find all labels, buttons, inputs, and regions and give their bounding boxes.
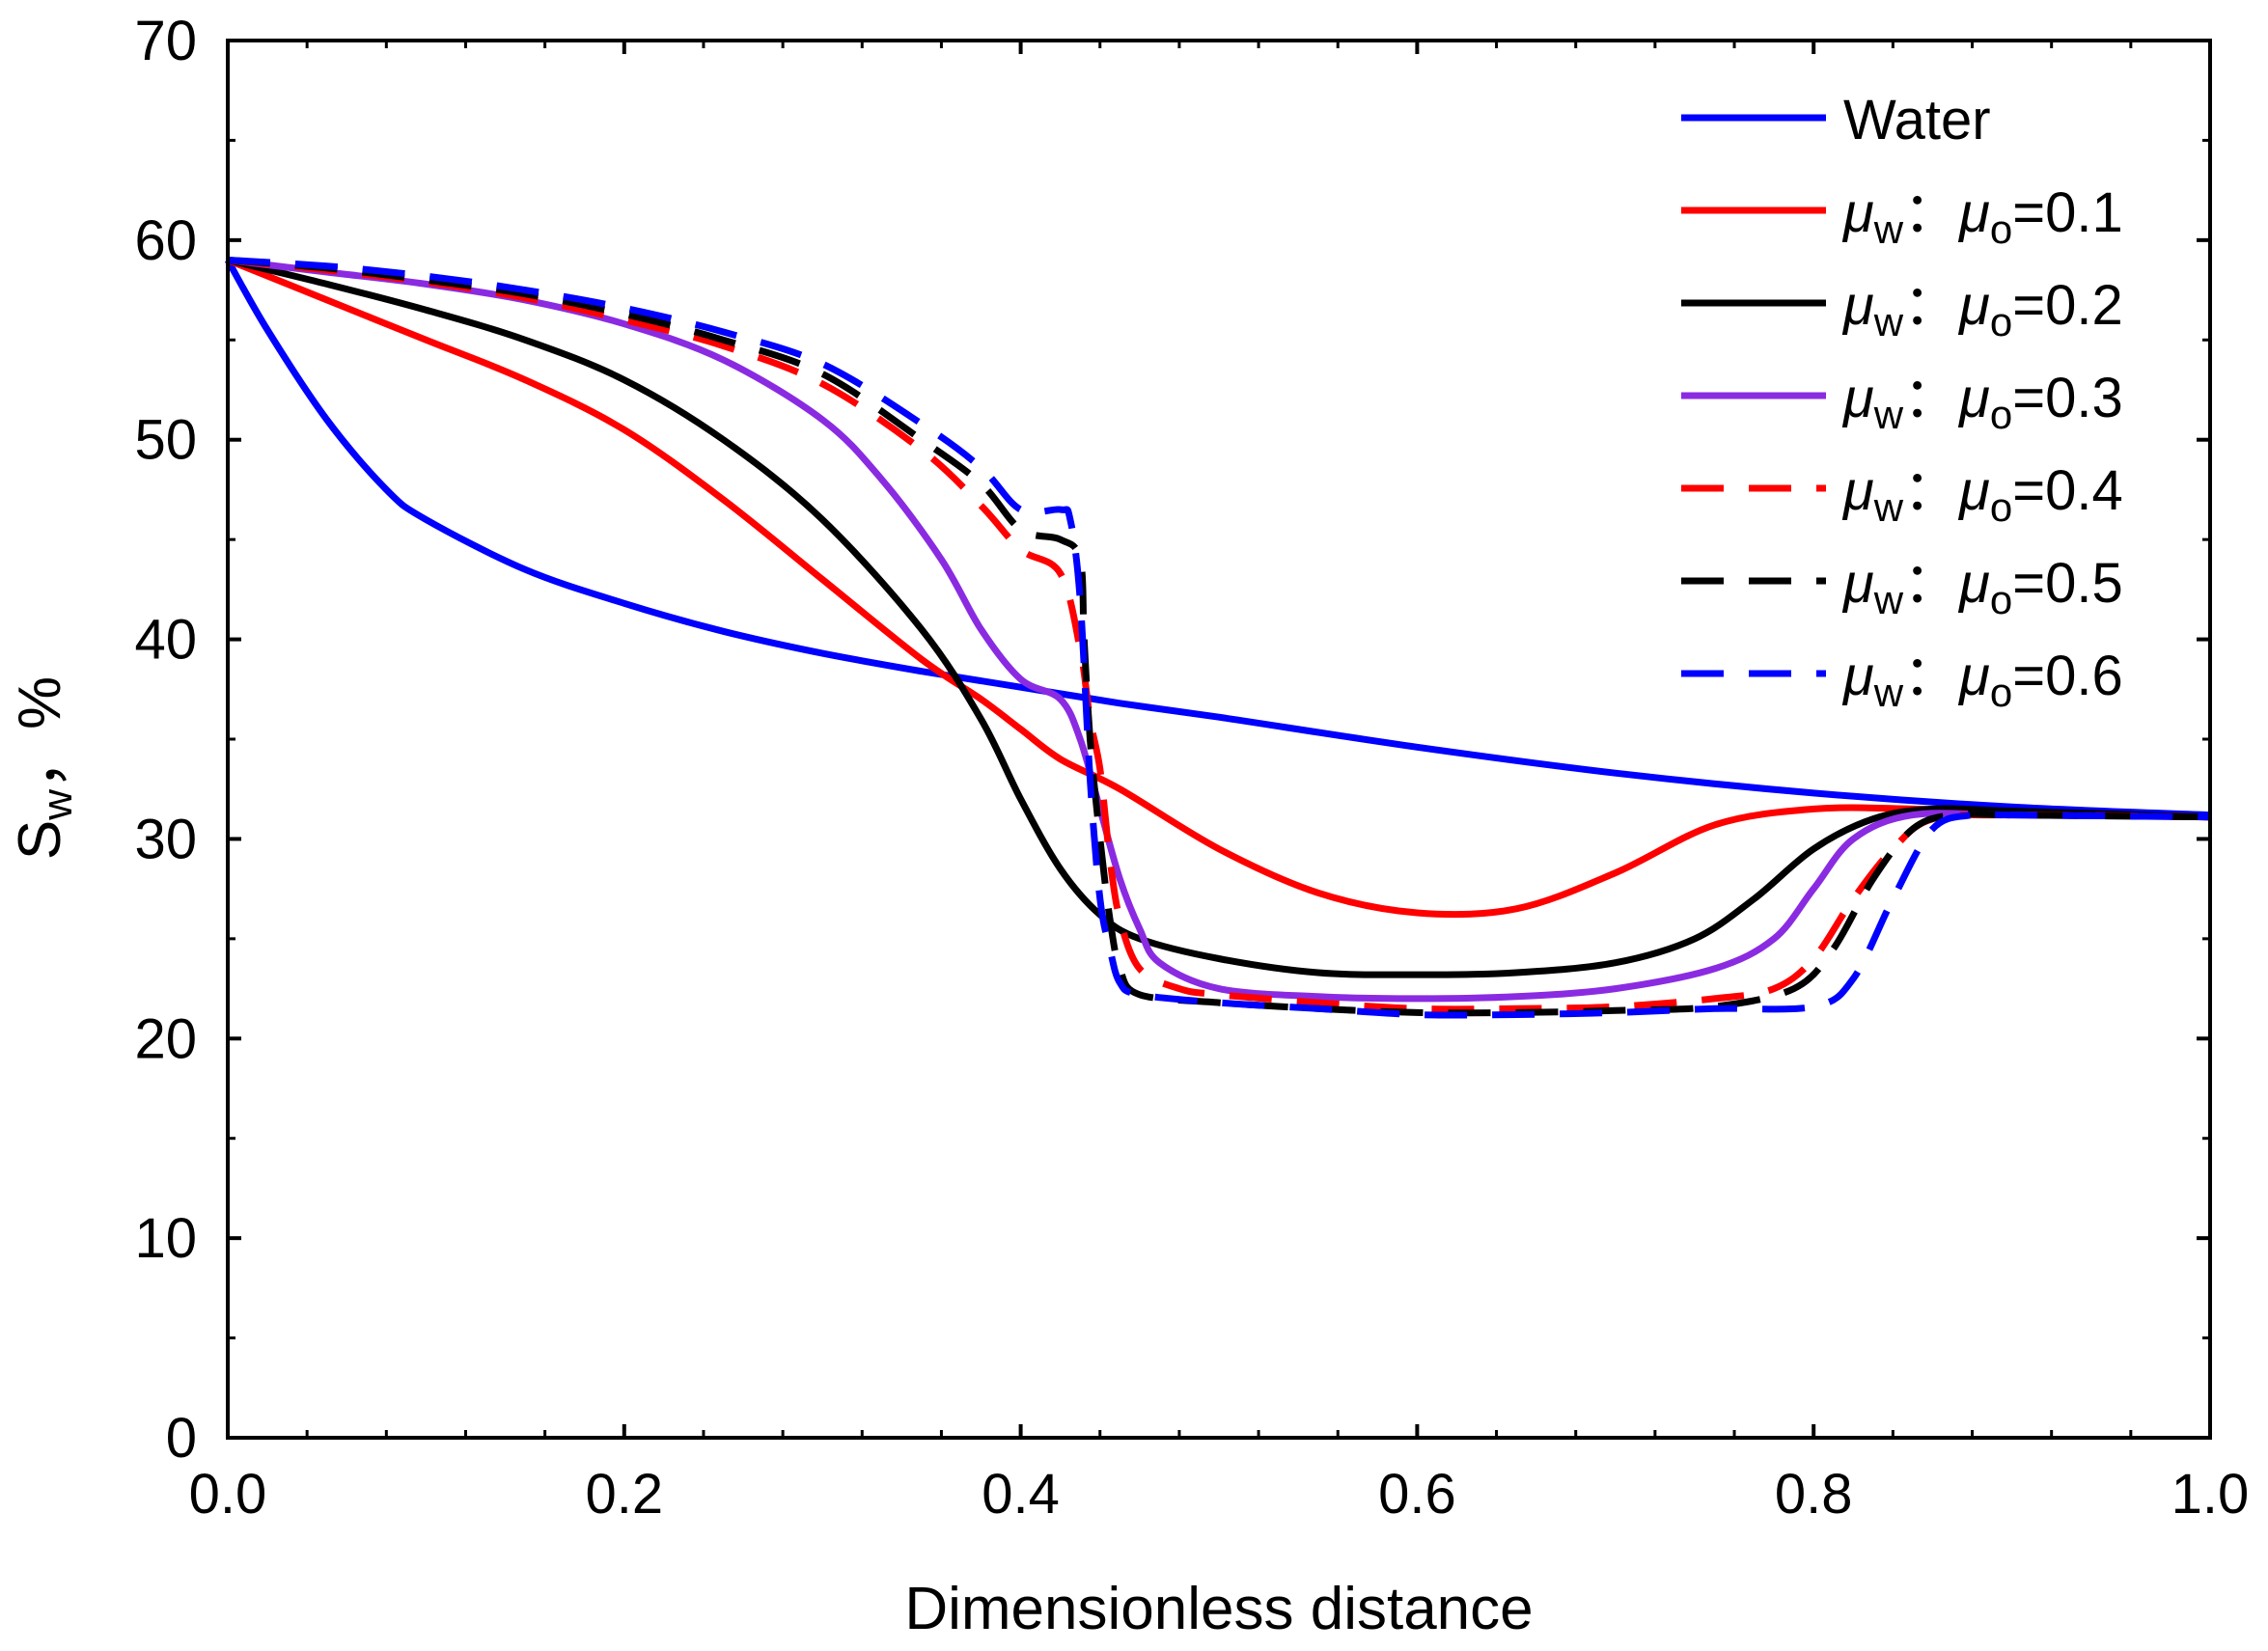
legend-sep: ：	[1903, 181, 1959, 244]
y-tick-label: 40	[134, 609, 197, 672]
legend-label-1: Water	[1843, 89, 1991, 151]
legend-value: =0.5	[2012, 552, 2123, 615]
legend-value: =0.3	[2012, 367, 2123, 429]
x-tick-label: 0.8	[1775, 1463, 1853, 1526]
tick-labels-layer: 0.0 0.2 0.4 0.6 0.8 1.0 0 10 20 30 40 50 60 70	[134, 10, 2249, 1526]
legend-value: =0.4	[2012, 459, 2123, 522]
y-tick-label: 30	[134, 808, 197, 870]
legend-sub-o: o	[1990, 577, 2012, 622]
legend-sep: ：	[1903, 367, 1959, 429]
y-tick-label: 70	[134, 10, 197, 72]
ticks-layer	[226, 39, 2212, 1440]
x-tick-label: 0.2	[585, 1463, 663, 1526]
series-layer	[224, 257, 2211, 1019]
legend-sub-w: w	[1873, 484, 1904, 530]
series-line-3	[227, 257, 2211, 978]
legend-sep: ：	[1903, 645, 1959, 707]
legend-sub-w: w	[1873, 577, 1904, 622]
legend-label-7: μw：μo=0.6	[1841, 645, 2123, 715]
legend-value: =0.1	[2012, 181, 2123, 244]
legend-mu: μ	[1957, 645, 1990, 707]
y-axis-title: Sw，%	[7, 676, 81, 860]
legend-mu: μ	[1957, 552, 1990, 615]
legend-mu: μ	[1841, 552, 1874, 615]
series-line-2	[226, 257, 2211, 919]
legend-sub-o: o	[1990, 206, 2012, 252]
y-tick-label: 0	[166, 1407, 197, 1470]
y-axis-title-sub: w	[34, 789, 81, 821]
series-line-1	[224, 258, 2211, 819]
series-line-7	[227, 257, 2211, 1019]
legend-sep: ：	[1903, 274, 1959, 337]
legend-mu: μ	[1841, 274, 1874, 337]
legend-sub-o: o	[1990, 484, 2012, 530]
legend-label-3: μw：μo=0.2	[1841, 274, 2123, 344]
y-tick-label: 50	[134, 409, 197, 472]
legend-sub-w: w	[1873, 392, 1904, 437]
legend-mu: μ	[1841, 367, 1874, 429]
legend-sub-o: o	[1990, 392, 2012, 437]
legend-mu: μ	[1957, 367, 1990, 429]
legend-sub-o: o	[1990, 299, 2012, 344]
x-tick-label: 0.6	[1378, 1463, 1456, 1526]
legend-label-6: μw：μo=0.5	[1841, 552, 2123, 622]
legend-mu: μ	[1841, 181, 1874, 244]
legend-mu: μ	[1957, 459, 1990, 522]
legend-label-2: μw：μo=0.1	[1841, 181, 2123, 252]
legend-label-4: μw：μo=0.3	[1841, 367, 2123, 437]
legend-sep: ：	[1903, 459, 1959, 522]
legend: Waterμw：μo=0.1μw：μo=0.2μw：μo=0.3μw：μo=0.…	[1681, 89, 2123, 715]
legend-sub-w: w	[1873, 206, 1904, 252]
legend-sep: ：	[1903, 552, 1959, 615]
legend-sub-w: w	[1873, 670, 1904, 715]
x-tick-label: 0.4	[982, 1463, 1060, 1526]
legend-value: =0.2	[2012, 274, 2123, 337]
series-line-4	[227, 257, 2211, 1003]
legend-sub-w: w	[1873, 299, 1904, 344]
y-tick-label: 10	[134, 1207, 197, 1270]
x-tick-label: 0.0	[189, 1463, 267, 1526]
legend-sub-o: o	[1990, 670, 2012, 715]
y-axis-title-suffix: ，%	[7, 676, 73, 789]
legend-mu: μ	[1957, 274, 1990, 337]
y-axis-title-main: S	[7, 820, 73, 860]
legend-mu: μ	[1841, 459, 1874, 522]
legend-label-5: μw：μo=0.4	[1841, 459, 2123, 530]
legend-mu: μ	[1957, 181, 1990, 244]
legend-mu: μ	[1841, 645, 1874, 707]
legend-value: =0.6	[2012, 645, 2123, 707]
x-axis-title: Dimensionless distance	[904, 1576, 1533, 1642]
x-tick-label: 1.0	[2171, 1463, 2250, 1526]
y-tick-label: 60	[134, 209, 197, 272]
y-tick-label: 20	[134, 1007, 197, 1070]
